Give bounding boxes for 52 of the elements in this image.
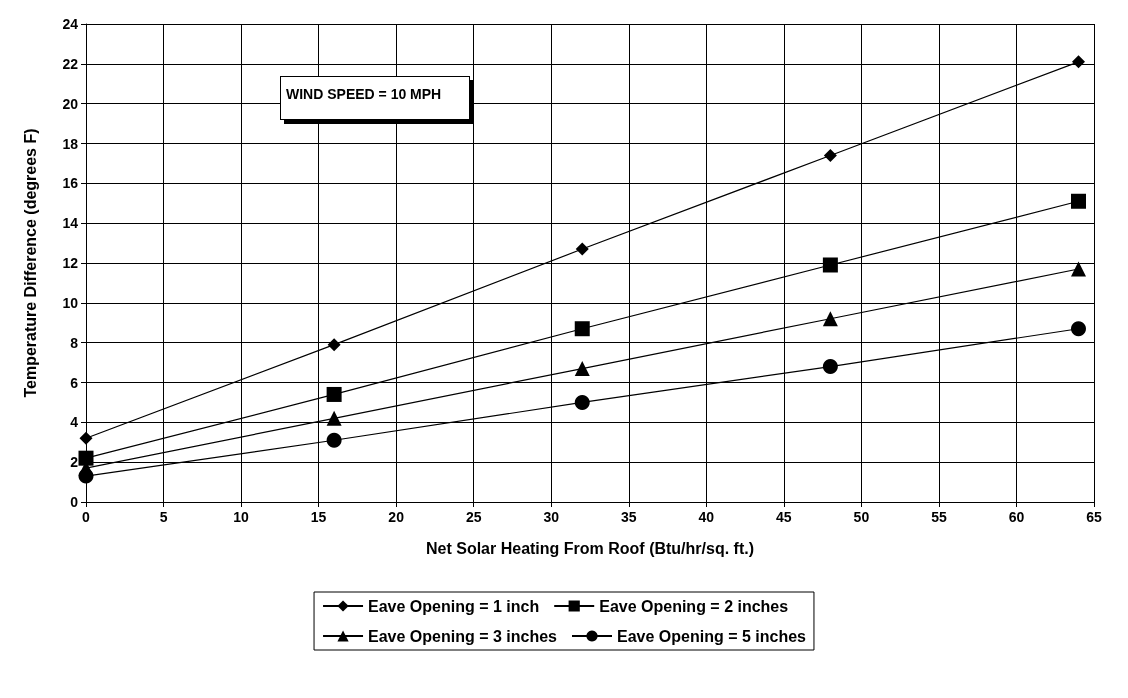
legend-label: Eave Opening = 5 inches: [617, 627, 807, 645]
x-tick-label: 65: [1086, 509, 1102, 525]
point: [822, 359, 838, 375]
point: [326, 410, 342, 426]
point: [1071, 55, 1085, 69]
point: [575, 242, 589, 256]
point: [574, 394, 590, 410]
y-tick-label: 8: [70, 334, 79, 351]
y-tick-label: 16: [62, 175, 79, 192]
point: [326, 432, 342, 448]
y-tick-label: 24: [62, 16, 79, 32]
y-tick-label: 2: [70, 454, 79, 471]
point: [78, 450, 94, 466]
legend-label: Eave Opening = 2 inches: [599, 597, 789, 615]
x-tick-label: 20: [388, 509, 405, 525]
y-tick-label: 0: [70, 494, 79, 510]
x-tick-label: 25: [465, 509, 482, 525]
y-tick-label: 20: [62, 95, 79, 112]
x-tick-label: 10: [233, 509, 250, 525]
point: [574, 361, 590, 377]
point: [574, 321, 590, 337]
point: [822, 257, 838, 273]
y-tick-label: 22: [62, 55, 79, 72]
point: [1070, 193, 1086, 209]
x-tick-label: 0: [82, 509, 91, 525]
point: [822, 311, 838, 327]
annotation: WIND SPEED = 10 MPH: [286, 86, 442, 102]
point: [1071, 321, 1086, 337]
point: [79, 431, 93, 445]
point: [327, 338, 341, 352]
point: [1070, 261, 1086, 277]
x-tick-label: 55: [931, 509, 947, 525]
x-tick-label: 50: [853, 509, 870, 525]
y-tick-label: 4: [70, 414, 79, 431]
y-tick-label: 18: [62, 135, 79, 152]
x-tick-label: 45: [776, 509, 792, 525]
y-tick-label: 10: [62, 294, 79, 311]
y-tick-label: 14: [62, 215, 79, 232]
x-axis-title: Net Solar Heating From Roof (Btu/hr/sq. ft.): [426, 539, 754, 557]
legend-label: Eave Opening = 1 inch: [368, 597, 540, 615]
legend-label: Eave Opening = 3 inches: [368, 627, 558, 645]
y-tick-label: 6: [70, 374, 79, 391]
x-tick-label: 40: [698, 509, 715, 525]
point: [326, 386, 342, 402]
x-tick-label: 35: [620, 509, 637, 525]
x-tick-label: 15: [310, 509, 327, 525]
point: [823, 148, 837, 162]
y-tick-label: 12: [62, 255, 79, 271]
y-axis-title: Temperature Difference (degrees F): [21, 128, 39, 398]
x-tick-label: 60: [1008, 509, 1025, 525]
x-tick-label: 30: [543, 509, 560, 525]
x-tick-label: 5: [159, 509, 168, 525]
